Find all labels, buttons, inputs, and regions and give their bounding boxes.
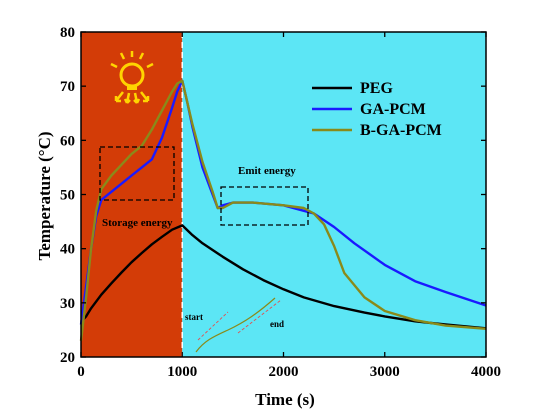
- legend-label: GA-PCM: [360, 101, 426, 118]
- inset-sketch: start end: [185, 297, 284, 353]
- series-line-peg: [80, 224, 487, 330]
- y-tick-label: 70: [60, 79, 75, 95]
- x-axis-label: Time (s): [255, 390, 315, 409]
- storage-energy-box: [99, 146, 175, 201]
- legend-label: B-GA-PCM: [360, 122, 442, 139]
- y-tick-label: 40: [60, 242, 75, 258]
- light-bulb-icon: [110, 51, 154, 104]
- x-tick-label: 2000: [269, 364, 299, 380]
- y-tick-label: 60: [60, 133, 75, 149]
- emit-energy-box: [220, 186, 309, 226]
- y-tick-label: 50: [60, 188, 75, 204]
- heating-region-background: [81, 32, 183, 357]
- series-line-b-ga-pcm: [79, 79, 487, 341]
- cooling-region-background: [182, 32, 486, 357]
- start-label: start: [185, 312, 203, 322]
- storage-energy-label: Storage energy: [102, 217, 173, 229]
- x-axis-ticks: 0 1000 2000 3000 4000: [77, 32, 501, 380]
- inset-start-tangent: [197, 311, 229, 341]
- x-tick-label: 0: [77, 364, 85, 380]
- y-axis-ticks: 20 30 40 50 60 70 80: [60, 25, 486, 366]
- legend-label: PEG: [360, 80, 393, 97]
- end-label: end: [270, 319, 284, 329]
- inset-end-tangent: [237, 299, 282, 334]
- y-tick-label: 20: [60, 350, 75, 366]
- inset-curve: [195, 297, 276, 353]
- legend: PEG GA-PCM B-GA-PCM: [312, 80, 442, 139]
- y-axis-label: Temperature (°C): [35, 131, 54, 260]
- emit-energy-label: Emit energy: [238, 165, 296, 177]
- x-tick-label: 4000: [471, 364, 501, 380]
- series-layer: [79, 79, 487, 341]
- x-tick-label: 3000: [370, 364, 400, 380]
- x-tick-label: 1000: [167, 364, 197, 380]
- y-tick-label: 80: [60, 25, 75, 41]
- y-tick-label: 30: [60, 296, 75, 312]
